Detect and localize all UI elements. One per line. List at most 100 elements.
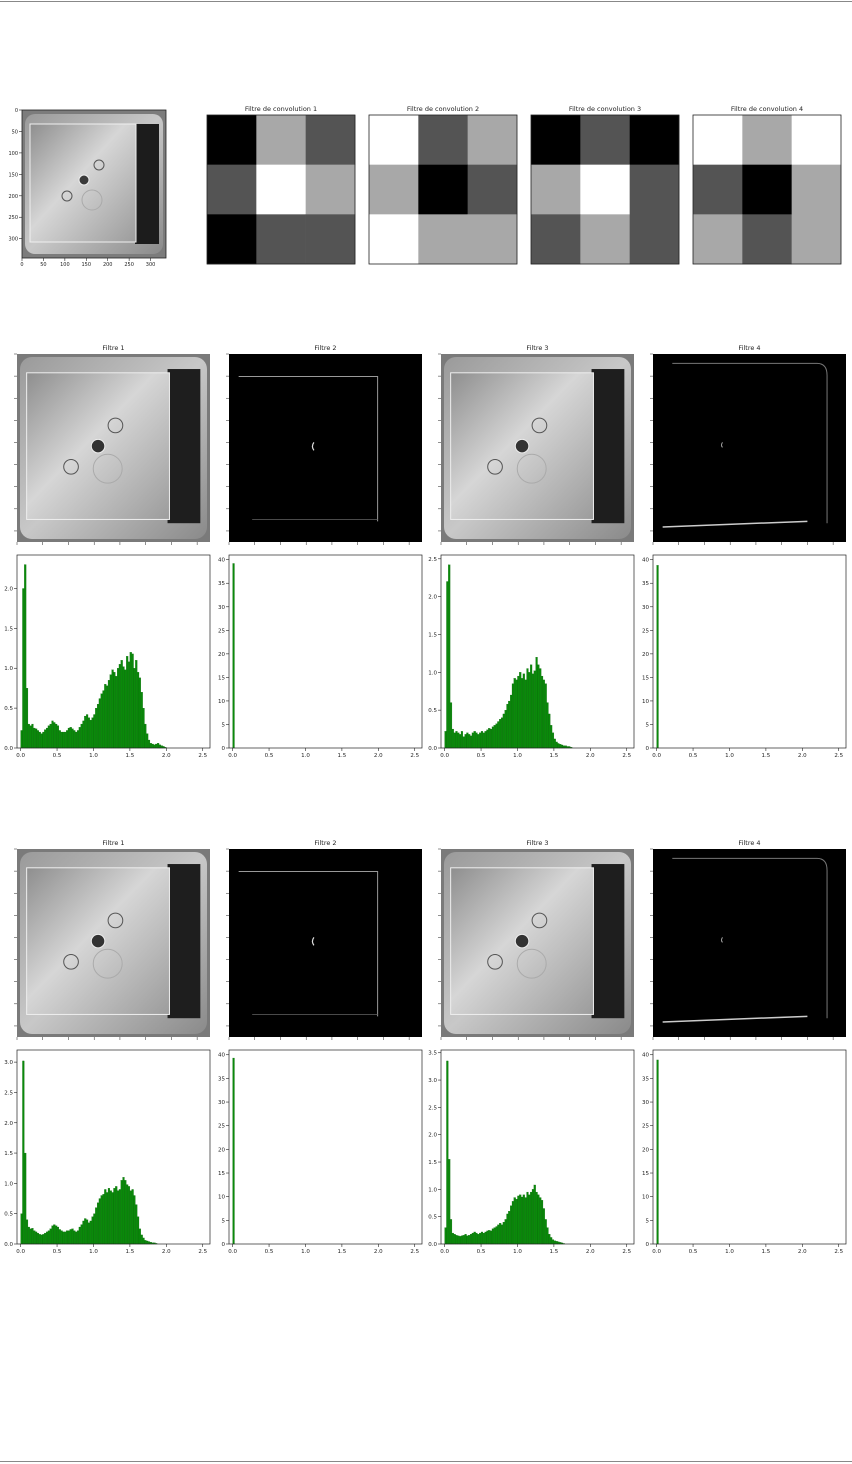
y-tick-label: 30 (642, 605, 649, 611)
histogram-bar (457, 732, 460, 749)
histogram-bar (146, 733, 149, 749)
x-tick-label: 2.5 (622, 753, 631, 759)
histogram-bar (100, 1195, 103, 1245)
bead-ring (63, 458, 79, 475)
panel-title: Filtre 2 (314, 344, 336, 352)
kernel-cell (791, 214, 842, 265)
histogram-bar (89, 719, 92, 749)
x-tick-label: 1.5 (550, 753, 559, 759)
y-tick-label: 2.0 (4, 1121, 13, 1127)
bead-faint (81, 189, 103, 211)
y-tick-label: 30 (642, 1100, 649, 1106)
histogram-chart: 0.0 0.5 1.0 1.5 2.0 2.5 0.0 0.5 1.0 1.5 2.0 2.5 (428, 554, 635, 759)
histogram-bar (488, 728, 491, 749)
kernel-1: Filtre de convolution 1 (206, 105, 356, 265)
histogram-bar (544, 683, 547, 749)
histogram-bar (42, 1234, 45, 1245)
y-tick-label: 35 (218, 581, 225, 587)
kernel-cell (467, 164, 518, 215)
histogram-bar (526, 668, 529, 749)
histogram-chart: 0.0 0.5 1.0 1.5 2.0 2.5 0 5 10 15 20 25 30 35 40 (218, 554, 423, 759)
histogram-bar (64, 731, 67, 749)
histogram-bar (58, 730, 61, 749)
histogram-bar (149, 743, 152, 749)
histogram-bar (67, 1230, 70, 1245)
histogram-bar (140, 692, 143, 749)
histogram-bar (60, 1230, 63, 1245)
source-y-tick-label: 250 (8, 215, 18, 221)
histogram-bar (480, 731, 484, 749)
y-tick-label: 20 (218, 1147, 225, 1153)
x-tick-label: 1.5 (762, 753, 771, 759)
histogram-bar (500, 717, 504, 749)
histogram-bar (93, 1213, 96, 1245)
histogram-bar (473, 1231, 476, 1245)
x-tick-label: 2.0 (798, 1249, 807, 1255)
kernel-cell (305, 164, 356, 215)
histogram-bar (537, 1194, 540, 1245)
histogram-bar (109, 1190, 112, 1245)
histogram-bar (453, 732, 456, 749)
histogram-bar (550, 1237, 553, 1245)
histogram-bar (64, 1231, 67, 1245)
histogram-bar (40, 733, 43, 749)
filter-panel-1: Filtre 1 (14, 344, 210, 545)
y-tick-label: 25 (642, 1124, 649, 1130)
histogram-bar (530, 1191, 533, 1245)
histogram-bar (444, 731, 447, 749)
histogram-bar (80, 1224, 83, 1245)
histogram-bar (51, 720, 54, 749)
histogram-bar (98, 698, 101, 749)
y-tick-label: 40 (218, 1053, 225, 1059)
histogram-bar (482, 732, 485, 749)
histogram-bar (133, 668, 136, 749)
x-tick-label: 0.5 (53, 1249, 62, 1255)
y-tick-label: 2.0 (428, 1133, 437, 1139)
y-tick-label: 0.0 (4, 746, 13, 752)
histogram-bar (25, 688, 29, 749)
bead-ring (487, 458, 503, 475)
histogram-bar (66, 730, 69, 749)
y-tick-label: 0.5 (428, 1215, 437, 1221)
histogram-bar (86, 714, 89, 749)
kernel-cell (531, 115, 581, 165)
histogram-bar (98, 1198, 101, 1245)
panel-title: Filtre 3 (526, 344, 548, 352)
histogram-bar (66, 1230, 69, 1245)
y-tick-label: 35 (642, 581, 649, 587)
histogram-bar (117, 1190, 120, 1245)
histogram-bar (510, 1205, 513, 1245)
kernel-cell (256, 115, 306, 165)
filter-panel-3: Filtre 3 (438, 839, 634, 1040)
histogram-bar (84, 1218, 87, 1245)
histogram-bar (51, 1225, 54, 1245)
y-tick-label: 5 (646, 722, 650, 728)
histogram-chart: 0.0 0.5 1.0 1.5 2.0 2.5 0 5 10 15 20 25 30 35 40 (642, 554, 847, 759)
histogram-bar (106, 1192, 109, 1245)
histogram-bar (73, 1230, 76, 1245)
histogram-bar (38, 1234, 41, 1245)
edge-bead (720, 442, 723, 448)
histogram-bar (451, 1232, 454, 1245)
y-tick-label: 3.0 (4, 1060, 13, 1066)
histogram-bar (555, 1241, 558, 1245)
x-tick-label: 2.0 (162, 1249, 171, 1255)
bead-ring (487, 953, 503, 970)
source-x-tick-label: 0 (20, 262, 23, 268)
histogram-bar (451, 728, 454, 749)
histogram-bar (93, 714, 96, 749)
histogram-bar (118, 664, 121, 749)
y-tick-label: 1.0 (428, 670, 437, 676)
x-tick-label: 2.5 (410, 753, 419, 759)
histogram-bar (449, 702, 453, 749)
edge-bead (311, 937, 315, 946)
histogram-bar (131, 653, 134, 749)
filter-panel-1: Filtre 1 (14, 839, 210, 1040)
kernel-3: Filtre de convolution 3 (530, 105, 680, 265)
histogram-bar (38, 731, 41, 749)
histogram-bar (153, 744, 156, 749)
histogram-frame (440, 554, 635, 749)
histogram-bar (493, 725, 496, 749)
histogram-bar (155, 743, 158, 749)
x-tick-label: 0.0 (16, 1249, 25, 1255)
